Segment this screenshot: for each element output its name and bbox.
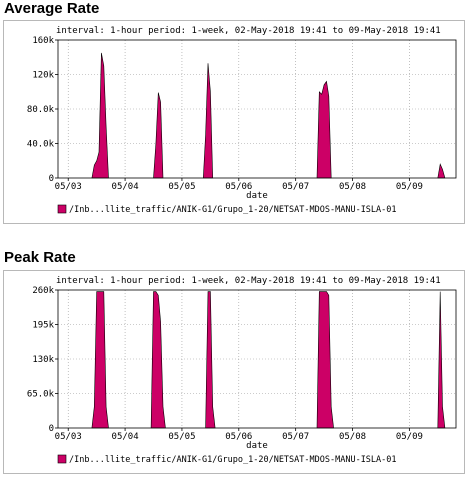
x-tick-label: 05/08 — [339, 432, 366, 442]
legend-swatch — [57, 454, 67, 464]
peak-rate-chart: interval: 1-hour period: 1-week, 02-May-… — [3, 270, 465, 474]
y-tick-label: 65.0k — [27, 390, 55, 400]
x-tick-label: 05/04 — [112, 182, 139, 192]
legend-label: /Inb...llite_traffic/ANIK-G1/Grupo_1-20/… — [69, 205, 397, 215]
x-axis-label: date — [246, 441, 268, 451]
y-tick-label: 0 — [49, 424, 54, 434]
series-area-1 — [153, 92, 164, 179]
series-area-1 — [150, 291, 166, 429]
series-area-2 — [202, 63, 214, 179]
legend-swatch — [57, 204, 67, 214]
x-tick-label: 05/04 — [112, 432, 139, 442]
x-tick-label: 05/08 — [339, 182, 366, 192]
average-rate-title: Average Rate — [4, 0, 100, 17]
y-tick-label: 0 — [49, 174, 54, 184]
series-area-0 — [91, 291, 109, 429]
series-area-2 — [205, 291, 216, 429]
y-tick-label: 260k — [32, 286, 54, 296]
y-tick-label: 80.0k — [27, 105, 55, 115]
x-tick-label: 05/07 — [282, 432, 309, 442]
average-rate-chart: interval: 1-hour period: 1-week, 02-May-… — [3, 20, 465, 224]
series-area-4 — [437, 163, 446, 179]
x-tick-label: 05/09 — [396, 182, 423, 192]
x-tick-label: 05/03 — [55, 182, 82, 192]
x-tick-label: 05/05 — [168, 432, 195, 442]
y-tick-label: 160k — [32, 36, 54, 46]
legend-label: /Inb...llite_traffic/ANIK-G1/Grupo_1-20/… — [69, 455, 397, 465]
x-axis-label: date — [246, 191, 268, 201]
y-tick-label: 120k — [32, 71, 54, 81]
series-area-3 — [316, 80, 332, 179]
series-area-0 — [91, 52, 109, 179]
chart-header: interval: 1-hour period: 1-week, 02-May-… — [56, 26, 441, 36]
peak-rate-plot: interval: 1-hour period: 1-week, 02-May-… — [27, 276, 457, 465]
average-rate-plot: interval: 1-hour period: 1-week, 02-May-… — [27, 26, 457, 215]
peak-rate-title: Peak Rate — [4, 249, 76, 266]
x-tick-label: 05/06 — [225, 182, 252, 192]
series-area-3 — [316, 291, 334, 429]
y-tick-label: 195k — [32, 321, 54, 331]
series-area-4 — [437, 291, 446, 429]
y-tick-label: 130k — [32, 355, 54, 365]
x-tick-label: 05/05 — [168, 182, 195, 192]
x-tick-label: 05/07 — [282, 182, 309, 192]
chart-header: interval: 1-hour period: 1-week, 02-May-… — [56, 276, 441, 286]
x-tick-label: 05/06 — [225, 432, 252, 442]
x-tick-label: 05/03 — [55, 432, 82, 442]
y-tick-label: 40.0k — [27, 140, 55, 150]
x-tick-label: 05/09 — [396, 432, 423, 442]
